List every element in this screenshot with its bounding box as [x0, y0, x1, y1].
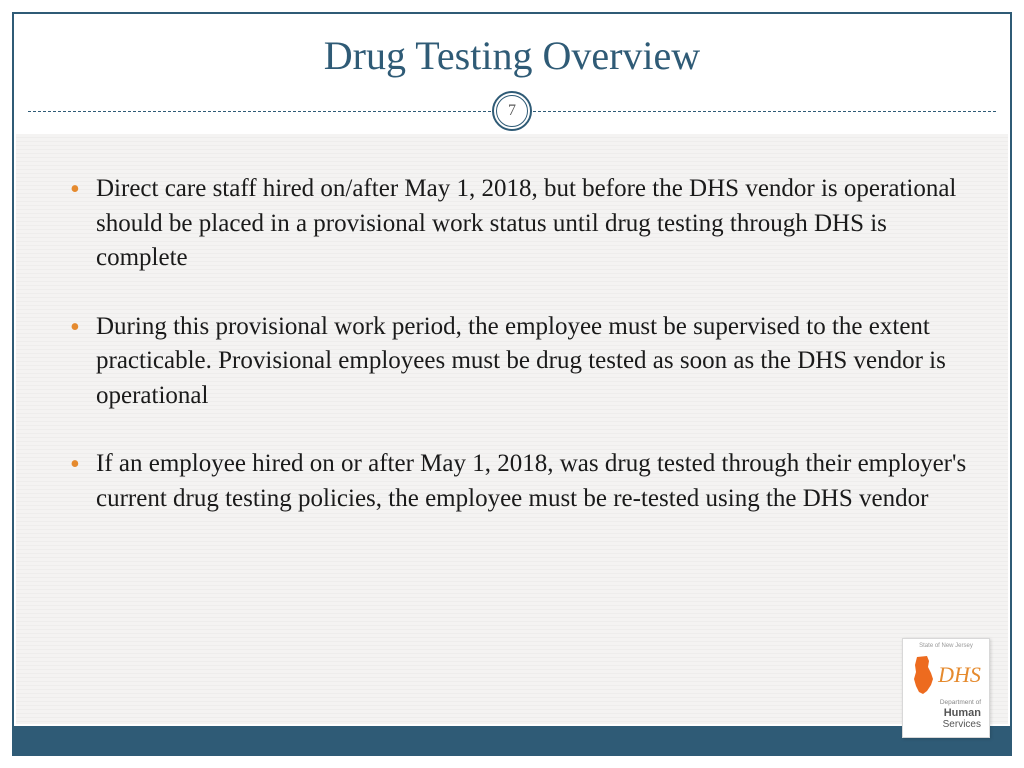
logo-state-label: State of New Jersey [919, 643, 973, 649]
footer-bar [14, 726, 1010, 754]
logo-mid-row: DHS [911, 655, 981, 695]
list-item: Direct care staff hired on/after May 1, … [66, 172, 974, 276]
slide-frame: Drug Testing Overview 7 Direct care staf… [12, 12, 1012, 756]
logo-acronym: DHS [938, 664, 981, 686]
title-area: Drug Testing Overview [14, 14, 1010, 89]
logo-dept-label: Department of [940, 699, 981, 707]
nj-state-icon [911, 655, 935, 695]
slide-title: Drug Testing Overview [14, 32, 1010, 79]
divider-row: 7 [14, 89, 1010, 133]
page-number-badge: 7 [492, 91, 532, 131]
logo-line1: Human [944, 707, 981, 719]
dhs-logo: State of New Jersey DHS Department of Hu… [902, 638, 990, 738]
page-number: 7 [496, 95, 528, 127]
list-item: During this provisional work period, the… [66, 310, 974, 414]
logo-line2: Services [943, 719, 981, 730]
list-item: If an employee hired on or after May 1, … [66, 447, 974, 516]
content-area: Direct care staff hired on/after May 1, … [16, 134, 1008, 724]
bullet-list: Direct care staff hired on/after May 1, … [66, 172, 974, 516]
